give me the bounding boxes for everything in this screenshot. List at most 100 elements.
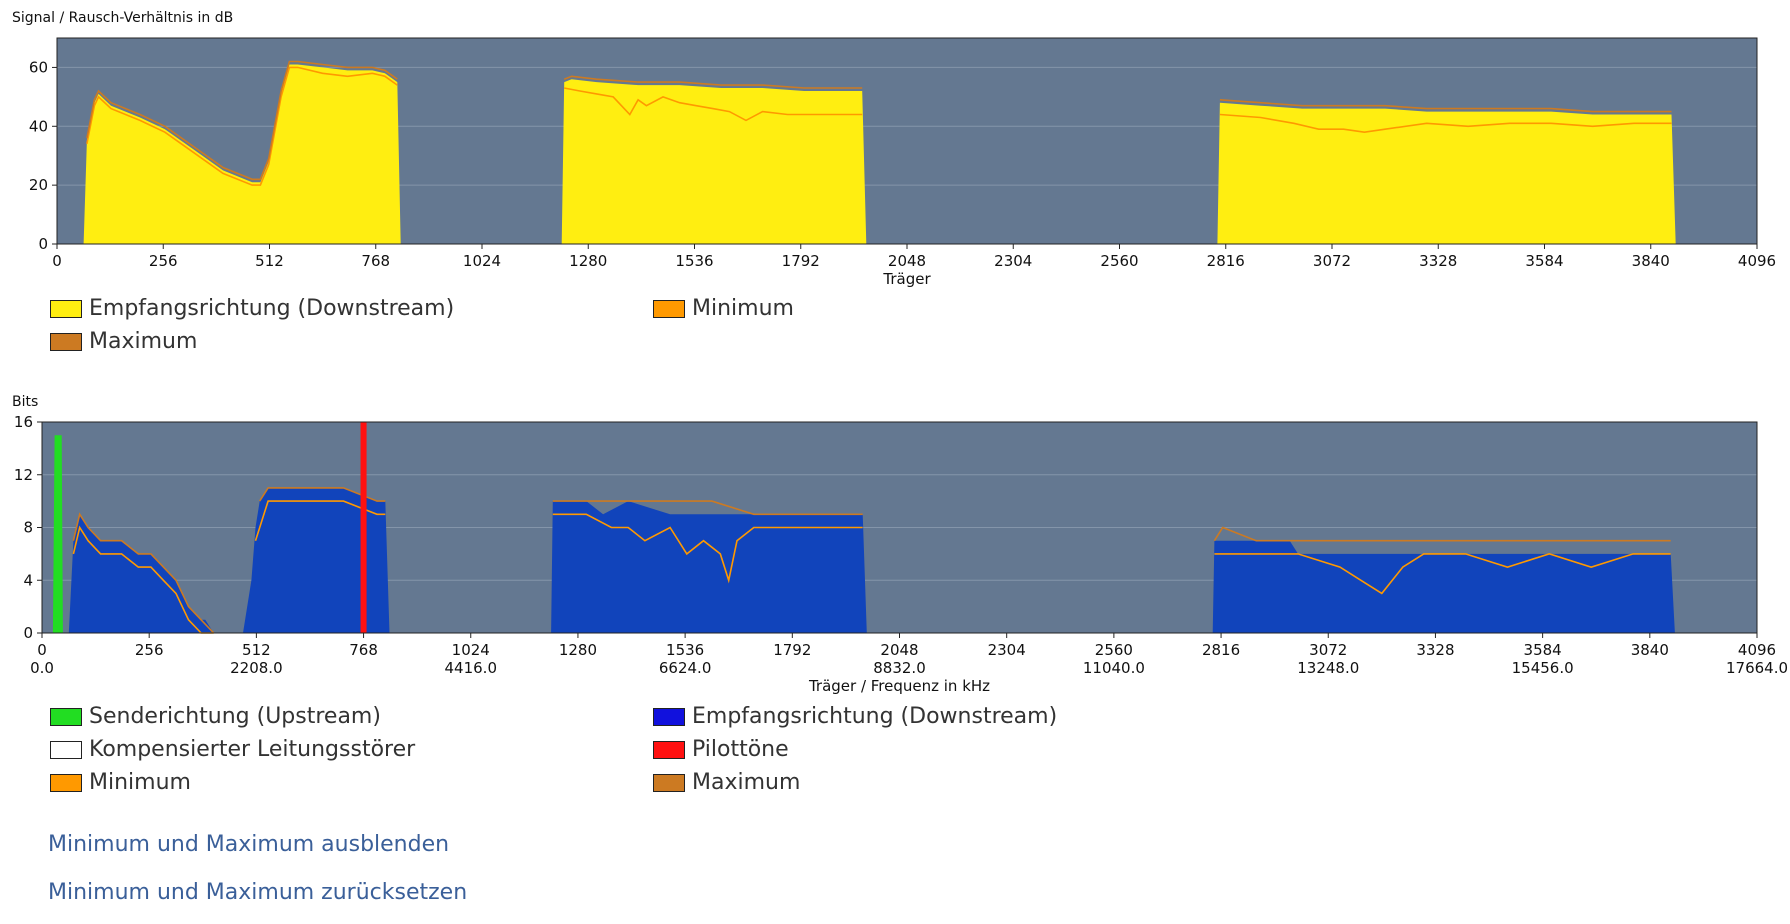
x-tick-label-0-12: 3072 [1313,252,1351,270]
series-area-1-1-2 [551,501,867,633]
legend-label: Minimum [692,296,794,321]
legend-label: Maximum [692,770,801,795]
legend-swatch [653,707,685,726]
x-tick-label-1-6: 1536 [666,641,704,659]
x-axis-label-0: Träger [882,270,931,288]
series-line-1-3-0 [72,512,215,634]
legend-swatch [653,740,685,759]
snr-legend: Empfangsrichtung (Downstream) Minimum Maxi… [50,296,1750,366]
x-tick-label-1-15: 3840 [1631,641,1669,659]
series-line-1-3-1 [259,487,386,502]
x-tick-label-0-9: 2304 [994,252,1032,270]
series-line-1-2-0 [72,525,214,634]
pilot-tone-bar-0 [360,422,367,633]
legend-label: Maximum [89,329,198,354]
series-line-1-2-3 [1214,553,1671,595]
series-line-1-3-2 [552,500,863,516]
bits-chart: 0 4 8 12 16 0 256 512 768 1024 1280 1536 1792 2048 230… [12,394,1788,694]
legend-swatch [50,740,82,759]
x-tick-label-0-16: 4096 [1738,252,1776,270]
y-tick-label-1-1: 4 [23,571,33,589]
legend-item: Minimum [50,770,191,795]
snr-chart: 0 20 40 60 0 256 512 768 1024 1280 1536 1792 2048 230… [12,10,1776,288]
legend-swatch [50,332,82,351]
bits-legend: Senderichtung (Upstream) Empfangsrichtung… [50,704,1750,814]
legend-label: Empfangsrichtung (Downstream) [89,296,455,321]
legend-label: Senderichtung (Upstream) [89,704,381,729]
legend-label: Minimum [89,770,191,795]
x-tick-label-0-1: 256 [149,252,178,270]
y-tick-label-1-3: 12 [14,466,33,484]
x-tick-label-1-9: 2304 [988,641,1026,659]
x-freq-label-1-1: 2208.0 [230,659,283,677]
series-line-1-2-2 [552,513,863,584]
x-tick-label-1-7: 1792 [773,641,811,659]
series-line-0-1-1 [564,87,863,122]
reset-minmax-link[interactable]: Minimum und Maximum zurücksetzen [48,880,468,905]
series-area-1-1-1 [243,487,390,633]
legend-item: Maximum [653,770,800,795]
x-freq-label-1-4: 8832.0 [873,659,926,677]
series-area-1-0-0 [52,435,63,633]
series-line-0-1-2 [1219,113,1672,134]
legend-label: Empfangsrichtung (Downstream) [692,704,1058,729]
legend-swatch [653,773,685,792]
x-freq-label-1-0: 0.0 [30,659,54,677]
x-tick-label-1-4: 1024 [452,641,490,659]
x-tick-label-0-11: 2816 [1207,252,1245,270]
x-tick-label-1-5: 1280 [559,641,597,659]
x-tick-label-1-12: 3072 [1309,641,1347,659]
legend-swatch [653,299,685,318]
legend-item: Kompensierter Leitungsstörer [50,737,415,762]
x-freq-label-1-6: 13248.0 [1297,659,1359,677]
series-line-0-2-0 [86,60,398,181]
x-tick-label-1-1: 256 [135,641,164,659]
x-tick-label-0-3: 768 [361,252,390,270]
series-line-0-2-1 [563,75,863,89]
series-line-0-1-0 [86,66,398,186]
plot-frame-1 [41,421,1758,634]
x-tick-label-0-14: 3584 [1525,252,1563,270]
x-axis-label-1: Träger / Frequenz in kHz [808,677,990,694]
x-freq-label-1-2: 4416.0 [445,659,498,677]
legend-swatch [50,773,82,792]
series-area-0-0-1 [561,79,867,244]
x-tick-label-0-0: 0 [52,252,62,270]
x-freq-label-1-7: 15456.0 [1512,659,1574,677]
x-tick-label-1-8: 2048 [880,641,918,659]
series-line-1-2-1 [254,500,386,541]
y-tick-label-0-1: 20 [29,176,48,194]
series-area-0-0-2 [1217,102,1676,244]
x-tick-label-0-13: 3328 [1419,252,1457,270]
legend-item: Senderichtung (Upstream) [50,704,381,729]
series-line-0-2-2 [1219,99,1672,113]
x-freq-label-1-5: 11040.0 [1083,659,1145,677]
plot-frame-0 [56,37,1758,245]
hide-minmax-link[interactable]: Minimum und Maximum ausblenden [48,832,450,857]
y-tick-label-0-0: 0 [38,235,48,253]
y-tick-label-1-0: 0 [23,624,33,642]
legend-item: Minimum [653,296,794,321]
x-tick-label-1-14: 3584 [1524,641,1562,659]
x-tick-label-1-13: 3328 [1416,641,1454,659]
y-tick-label-1-2: 8 [23,519,33,537]
x-freq-label-1-3: 6624.0 [659,659,712,677]
legend-swatch [50,299,82,318]
y-tick-label-0-3: 60 [29,58,48,76]
legend-item: Empfangsrichtung (Downstream) [653,704,1057,729]
x-tick-label-0-7: 1792 [782,252,820,270]
x-tick-label-1-10: 2560 [1095,641,1133,659]
legend-item: Maximum [50,329,197,354]
x-tick-label-0-10: 2560 [1100,252,1138,270]
x-tick-label-1-16: 4096 [1738,641,1776,659]
x-freq-label-1-8: 17664.0 [1726,659,1788,677]
legend-label: Pilottöne [692,737,789,762]
y-tick-label-1-4: 16 [14,413,33,431]
x-tick-label-1-3: 768 [349,641,378,659]
y-axis-label-1: Bits [12,394,38,410]
y-tick-label-0-2: 40 [29,117,48,135]
x-tick-label-0-15: 3840 [1632,252,1670,270]
legend-swatch [50,707,82,726]
x-tick-label-0-4: 1024 [463,252,501,270]
legend-item: Empfangsrichtung (Downstream) [50,296,454,321]
